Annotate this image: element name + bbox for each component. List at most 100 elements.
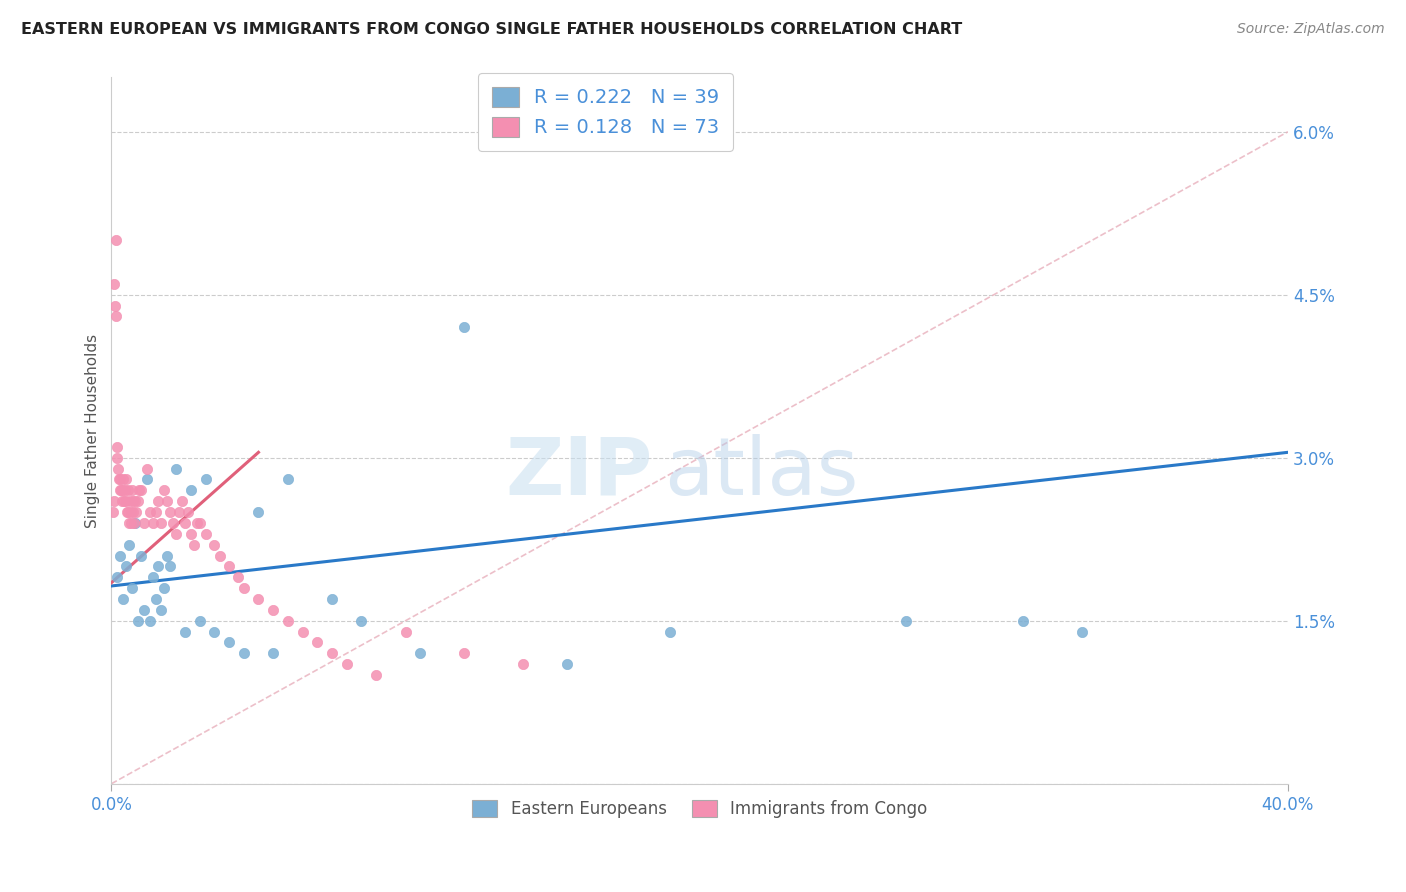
- Legend: Eastern Europeans, Immigrants from Congo: Eastern Europeans, Immigrants from Congo: [465, 793, 934, 825]
- Point: [117, 505, 139, 519]
- Point: [122, 505, 145, 519]
- Point: [153, 581, 176, 595]
- Point: [112, 483, 135, 498]
- Point: [162, 516, 184, 530]
- Point: [142, 570, 165, 584]
- Point: [555, 657, 578, 672]
- Point: [156, 549, 179, 563]
- Point: [132, 603, 155, 617]
- Point: [148, 559, 170, 574]
- Point: [129, 549, 152, 563]
- Point: [159, 505, 181, 519]
- Point: [226, 570, 249, 584]
- Point: [114, 483, 136, 498]
- Point: [170, 494, 193, 508]
- Point: [120, 505, 142, 519]
- Point: [165, 461, 187, 475]
- Point: [103, 277, 125, 291]
- Point: [129, 483, 152, 498]
- Point: [247, 592, 270, 607]
- Point: [1071, 624, 1094, 639]
- Point: [110, 549, 132, 563]
- Point: [350, 614, 373, 628]
- Point: [218, 559, 240, 574]
- Point: [153, 483, 176, 498]
- Point: [1012, 614, 1035, 628]
- Point: [104, 299, 127, 313]
- Point: [218, 635, 240, 649]
- Point: [118, 538, 141, 552]
- Point: [186, 516, 208, 530]
- Point: [188, 614, 211, 628]
- Point: [183, 538, 205, 552]
- Point: [321, 592, 343, 607]
- Point: [167, 505, 190, 519]
- Text: EASTERN EUROPEAN VS IMMIGRANTS FROM CONGO SINGLE FATHER HOUSEHOLDS CORRELATION C: EASTERN EUROPEAN VS IMMIGRANTS FROM CONG…: [21, 22, 962, 37]
- Point: [132, 516, 155, 530]
- Point: [138, 614, 160, 628]
- Point: [453, 646, 475, 660]
- Point: [148, 494, 170, 508]
- Point: [894, 614, 917, 628]
- Point: [232, 581, 254, 595]
- Point: [104, 234, 127, 248]
- Point: [659, 624, 682, 639]
- Point: [101, 505, 124, 519]
- Point: [177, 505, 200, 519]
- Point: [118, 516, 141, 530]
- Point: [188, 516, 211, 530]
- Point: [142, 516, 165, 530]
- Text: Source: ZipAtlas.com: Source: ZipAtlas.com: [1237, 22, 1385, 37]
- Point: [156, 494, 179, 508]
- Point: [105, 450, 128, 465]
- Point: [394, 624, 416, 639]
- Point: [202, 624, 225, 639]
- Point: [110, 483, 132, 498]
- Point: [124, 516, 146, 530]
- Point: [262, 603, 284, 617]
- Point: [103, 494, 125, 508]
- Point: [262, 646, 284, 660]
- Point: [291, 624, 314, 639]
- Point: [108, 483, 131, 498]
- Point: [194, 526, 217, 541]
- Point: [194, 473, 217, 487]
- Point: [174, 516, 197, 530]
- Point: [336, 657, 359, 672]
- Point: [174, 624, 197, 639]
- Point: [111, 494, 134, 508]
- Point: [180, 526, 202, 541]
- Point: [453, 320, 475, 334]
- Point: [110, 473, 132, 487]
- Point: [112, 494, 135, 508]
- Point: [135, 473, 157, 487]
- Point: [321, 646, 343, 660]
- Point: [117, 483, 139, 498]
- Point: [277, 614, 299, 628]
- Point: [114, 473, 136, 487]
- Point: [127, 614, 149, 628]
- Point: [202, 538, 225, 552]
- Point: [125, 505, 148, 519]
- Point: [232, 646, 254, 660]
- Point: [277, 473, 299, 487]
- Point: [512, 657, 534, 672]
- Point: [128, 483, 150, 498]
- Point: [115, 494, 138, 508]
- Point: [247, 505, 270, 519]
- Point: [112, 592, 135, 607]
- Point: [124, 494, 146, 508]
- Point: [107, 461, 129, 475]
- Point: [159, 559, 181, 574]
- Point: [115, 559, 138, 574]
- Point: [121, 581, 143, 595]
- Point: [150, 516, 173, 530]
- Point: [180, 483, 202, 498]
- Point: [107, 473, 129, 487]
- Point: [104, 310, 127, 324]
- Text: atlas: atlas: [665, 434, 859, 512]
- Point: [135, 461, 157, 475]
- Point: [409, 646, 432, 660]
- Point: [124, 516, 146, 530]
- Point: [118, 494, 141, 508]
